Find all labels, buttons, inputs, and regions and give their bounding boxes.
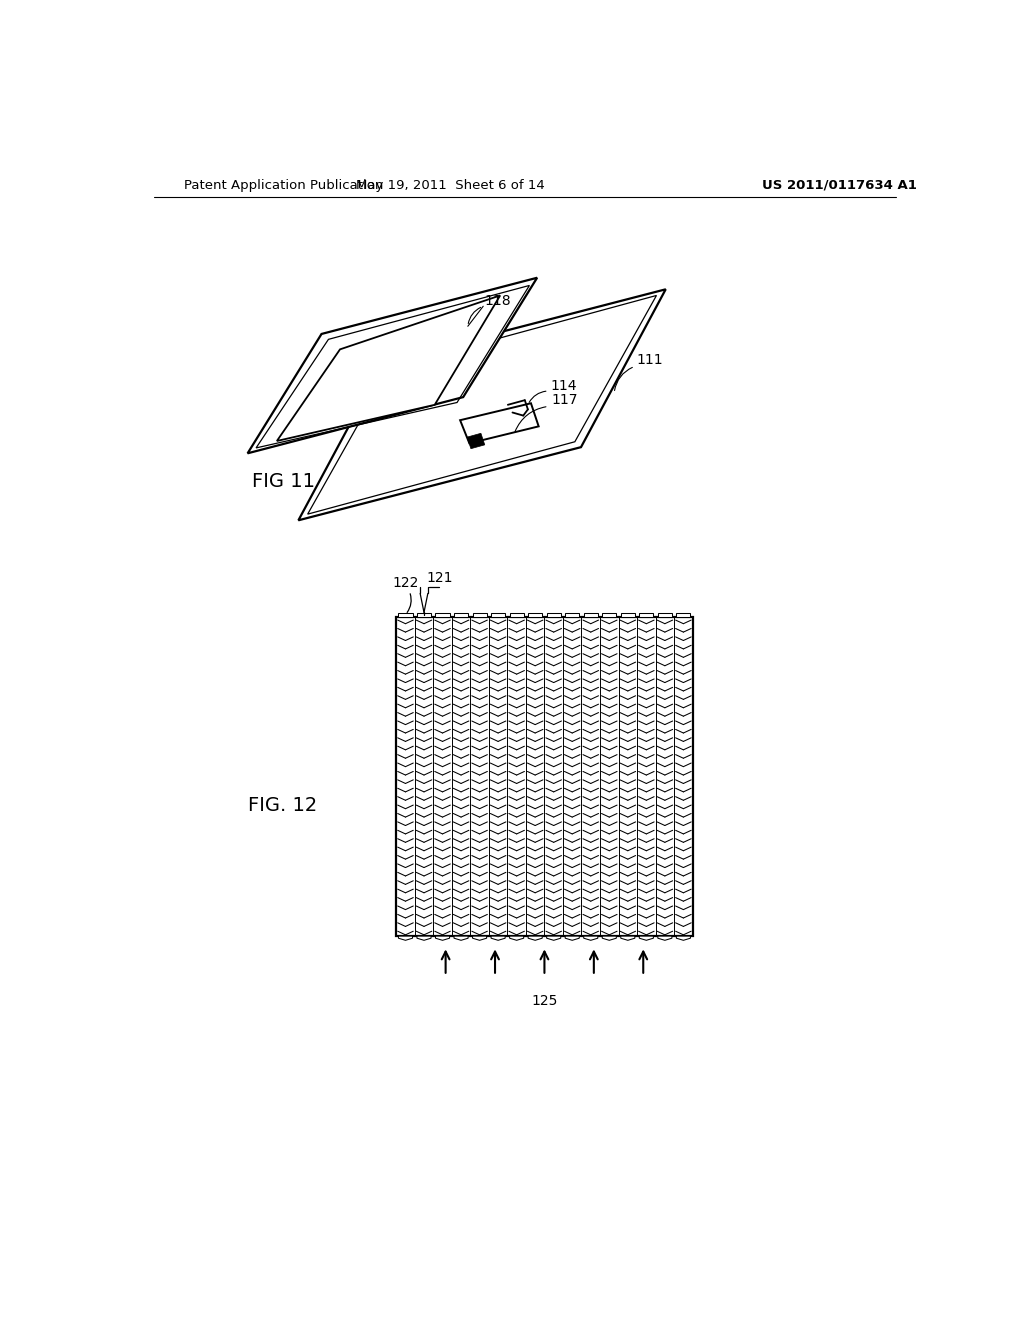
Polygon shape xyxy=(602,936,616,940)
Text: 117: 117 xyxy=(552,393,579,407)
Bar xyxy=(565,612,580,616)
Text: US 2011/0117634 A1: US 2011/0117634 A1 xyxy=(762,178,916,191)
Bar xyxy=(510,612,523,616)
Polygon shape xyxy=(547,936,561,940)
Polygon shape xyxy=(565,936,580,940)
Bar xyxy=(454,612,468,616)
Bar xyxy=(528,612,543,616)
Polygon shape xyxy=(492,936,505,940)
Polygon shape xyxy=(639,936,653,940)
Bar xyxy=(398,612,413,616)
Polygon shape xyxy=(298,289,666,520)
Bar xyxy=(492,612,505,616)
Polygon shape xyxy=(621,936,635,940)
Polygon shape xyxy=(472,936,486,940)
Bar xyxy=(472,612,486,616)
Bar xyxy=(584,612,598,616)
Text: 125: 125 xyxy=(531,994,558,1008)
Polygon shape xyxy=(417,936,431,940)
Text: 118: 118 xyxy=(484,294,511,308)
Polygon shape xyxy=(467,433,484,449)
Bar xyxy=(547,612,561,616)
Bar xyxy=(639,612,653,616)
Bar xyxy=(435,612,450,616)
Bar xyxy=(657,612,672,616)
Bar xyxy=(602,612,616,616)
Bar xyxy=(621,612,635,616)
Text: 114: 114 xyxy=(550,379,577,392)
Text: Patent Application Publication: Patent Application Publication xyxy=(184,178,384,191)
Polygon shape xyxy=(454,936,468,940)
Text: 121: 121 xyxy=(426,572,453,585)
Polygon shape xyxy=(677,936,690,940)
Bar xyxy=(417,612,431,616)
Text: 111: 111 xyxy=(637,354,664,367)
Polygon shape xyxy=(435,936,450,940)
Text: FIG 11: FIG 11 xyxy=(252,473,315,491)
Text: FIG. 12: FIG. 12 xyxy=(248,796,316,814)
Text: 122: 122 xyxy=(392,576,419,590)
Polygon shape xyxy=(248,277,538,453)
Polygon shape xyxy=(528,936,543,940)
Text: May 19, 2011  Sheet 6 of 14: May 19, 2011 Sheet 6 of 14 xyxy=(355,178,545,191)
Polygon shape xyxy=(276,296,500,441)
Polygon shape xyxy=(460,404,539,444)
Polygon shape xyxy=(657,936,672,940)
Polygon shape xyxy=(584,936,598,940)
Polygon shape xyxy=(398,936,413,940)
Bar xyxy=(677,612,690,616)
Polygon shape xyxy=(510,936,523,940)
Bar xyxy=(396,616,692,936)
